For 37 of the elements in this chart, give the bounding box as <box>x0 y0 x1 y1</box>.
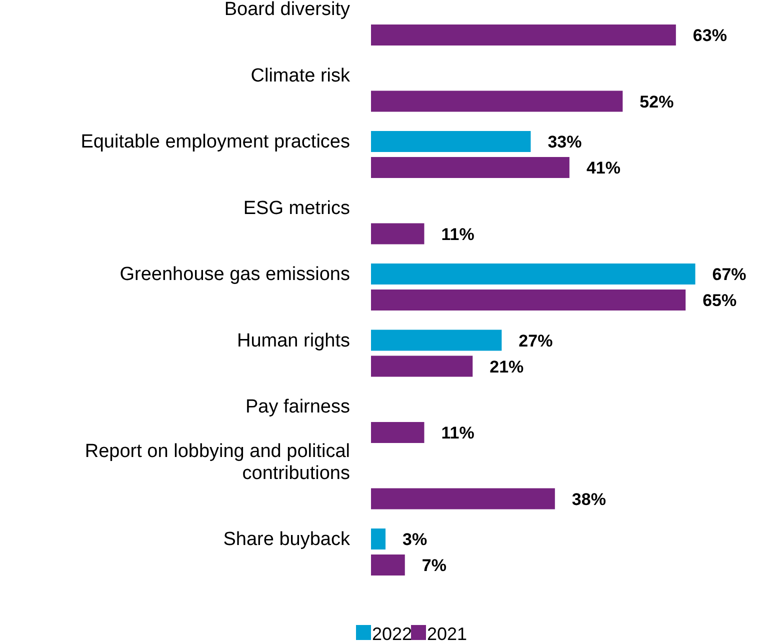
data-label: 67% <box>712 265 746 284</box>
bar <box>371 330 502 351</box>
bar <box>371 554 405 576</box>
data-label: 33% <box>548 132 582 152</box>
bar <box>371 157 570 178</box>
data-label: 63% <box>692 26 727 45</box>
y-tick-label: Human rights <box>237 330 350 352</box>
legend-label: 2021 <box>427 624 468 643</box>
bar <box>371 422 424 443</box>
bar <box>371 264 696 284</box>
y-tick-label: ESG metrics <box>243 198 350 219</box>
data-label: 65% <box>702 291 737 310</box>
legend-label: 2022 <box>372 624 412 643</box>
data-label: 41% <box>586 158 620 178</box>
data-label: 11% <box>441 224 474 244</box>
bar <box>371 528 386 550</box>
y-tick-label: Report on lobbying and political contributions <box>84 440 350 484</box>
data-label: 11% <box>441 424 474 442</box>
y-tick-label: Equitable employment practices <box>80 132 350 152</box>
y-tick-label: Greenhouse gas emissions <box>120 264 350 285</box>
y-tick-label: Share buyback <box>223 529 350 550</box>
data-label: 3% <box>402 530 428 549</box>
data-label: 7% <box>422 556 446 575</box>
bar <box>371 131 531 152</box>
bar <box>371 90 623 112</box>
bar <box>371 488 555 510</box>
y-tick-label: Pay fairness <box>245 396 350 418</box>
bar <box>371 356 473 377</box>
y-tick-label: Board diversity <box>224 0 350 20</box>
data-label: 21% <box>490 357 524 376</box>
data-label: 38% <box>572 490 606 509</box>
y-tick-label: Climate risk <box>250 65 350 86</box>
bar <box>371 223 424 244</box>
bar <box>371 290 686 310</box>
bar <box>371 24 676 46</box>
data-label: 52% <box>640 92 674 112</box>
data-label: 27% <box>518 331 553 350</box>
